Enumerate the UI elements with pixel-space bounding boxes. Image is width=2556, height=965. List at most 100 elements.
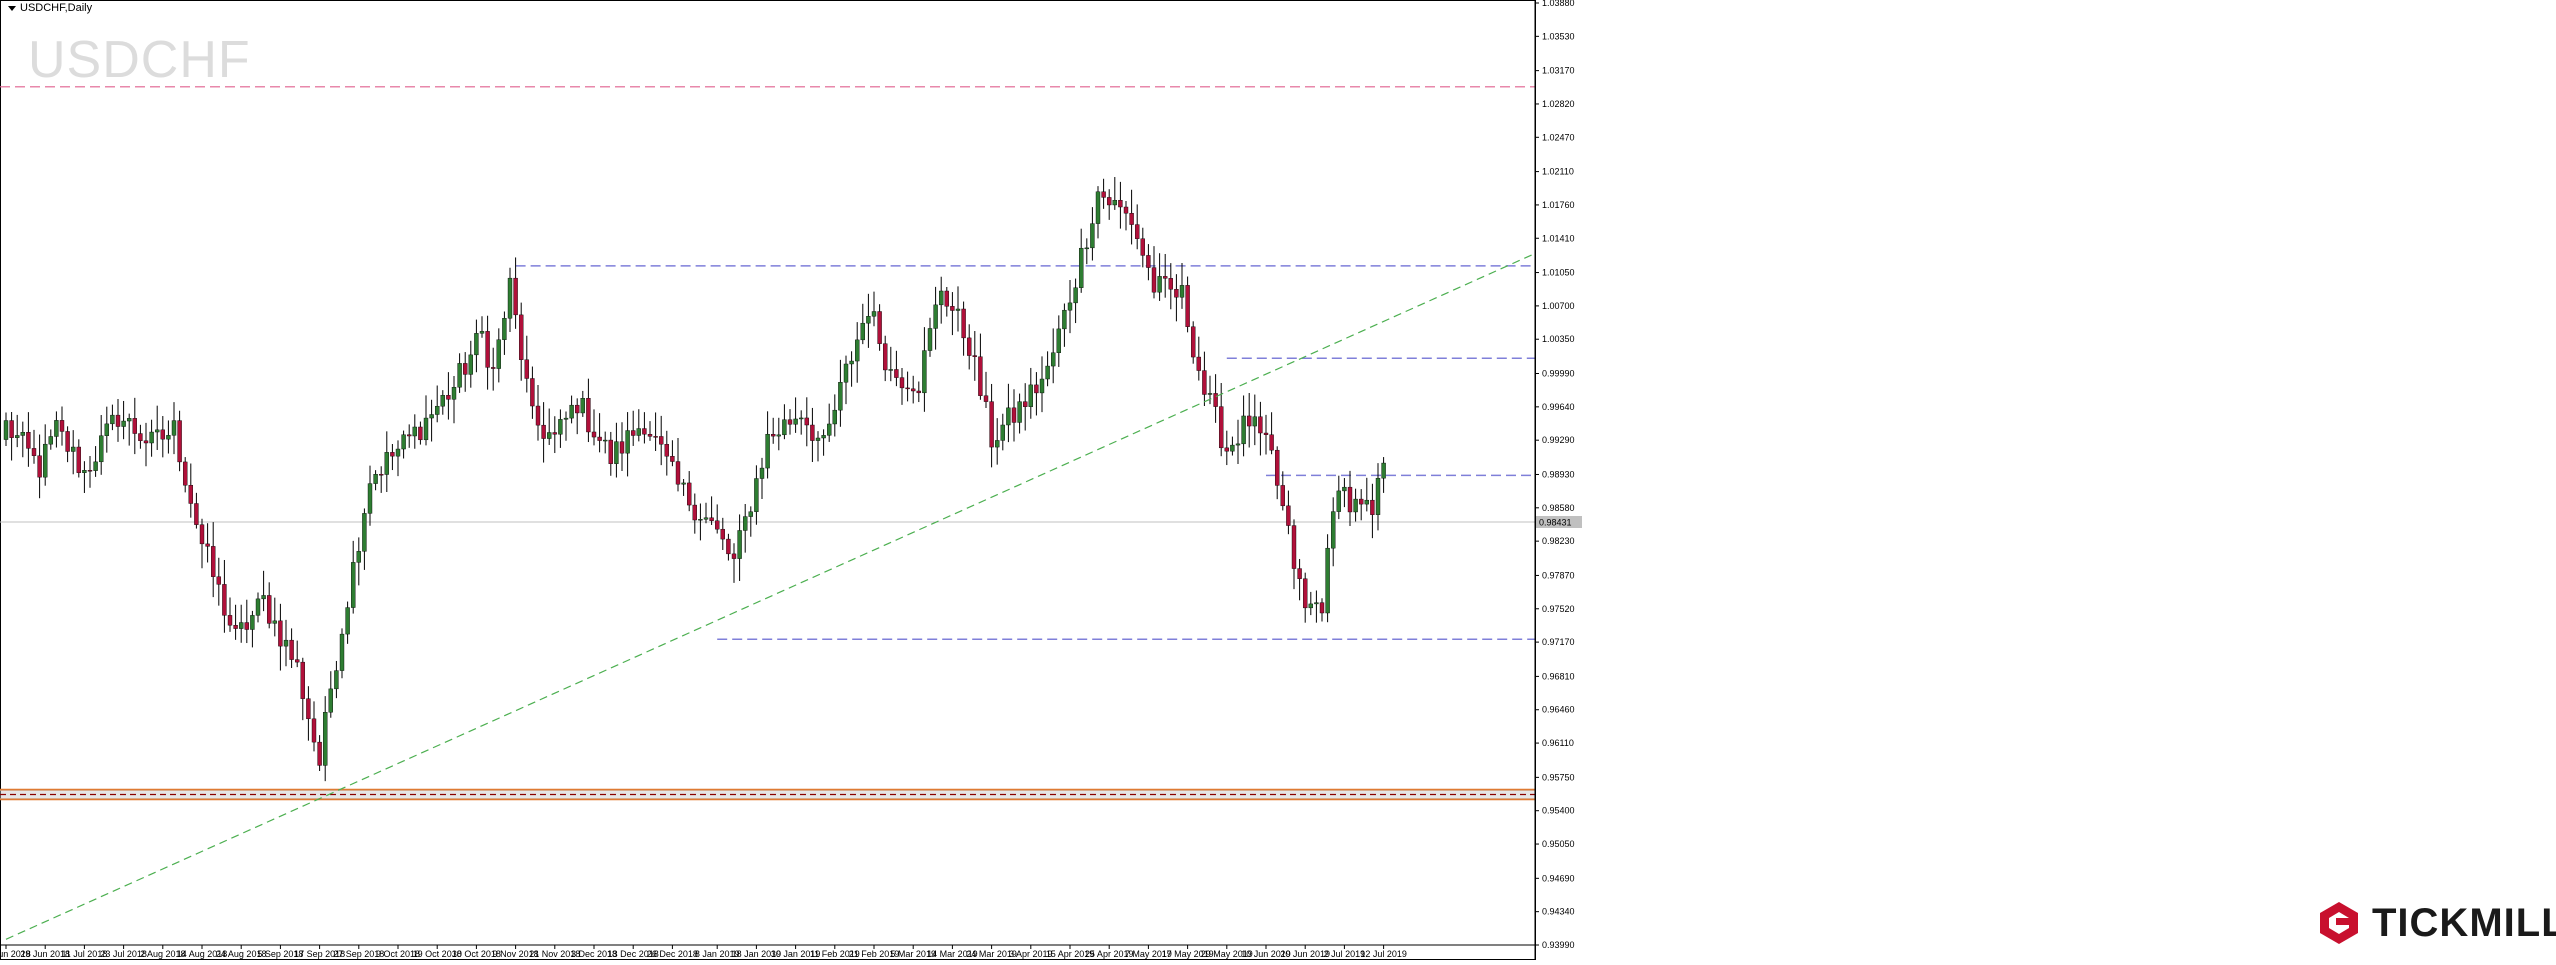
candle-body <box>950 306 955 311</box>
candle-body <box>591 431 597 438</box>
candle-body <box>463 363 468 375</box>
candle-body <box>121 420 126 427</box>
candle-body <box>1028 384 1034 407</box>
candle-body <box>619 441 625 454</box>
candle-body <box>1297 568 1302 579</box>
candle-body <box>238 622 244 629</box>
candle-body <box>614 441 619 464</box>
candle-body <box>927 328 933 351</box>
x-tick-label: 3 Dec 2018 <box>571 949 617 959</box>
candle-body <box>1291 525 1297 569</box>
candle-body <box>126 418 132 422</box>
candle-body <box>1168 278 1174 290</box>
candle-body <box>687 482 692 506</box>
candle-body <box>227 615 233 626</box>
candle-body <box>580 398 585 414</box>
y-tick-label: 1.00350 <box>1542 334 1575 344</box>
candle-body <box>1023 401 1028 407</box>
candle-body <box>782 419 787 436</box>
candle-body <box>737 530 742 559</box>
candle-body <box>1218 406 1224 449</box>
candle-body <box>20 432 25 436</box>
candle-body <box>575 404 580 414</box>
candle-body <box>1381 462 1386 479</box>
x-tick-label: 9 Nov 2018 <box>493 949 539 959</box>
candle-body <box>160 429 166 440</box>
candle-body <box>855 339 860 362</box>
candle-body <box>1078 247 1084 288</box>
candle-body <box>709 517 714 521</box>
candle-body <box>1157 276 1162 293</box>
x-tick-label: 29 Jun 2018 <box>20 949 70 959</box>
candle-body <box>754 478 759 512</box>
candle-body <box>1358 498 1364 505</box>
candle-body <box>726 538 731 555</box>
candle-body <box>429 414 434 419</box>
candle-body <box>530 378 535 407</box>
candle-body <box>586 398 591 433</box>
x-tick-label: 9 Oct 2018 <box>376 949 420 959</box>
chart-header[interactable]: USDCHF,Daily <box>8 2 92 14</box>
candle-body <box>1224 447 1230 452</box>
candle-body <box>989 401 994 448</box>
candle-body <box>1252 416 1258 427</box>
candle-body <box>681 482 686 485</box>
candle-body <box>261 595 266 600</box>
candle-body <box>3 420 9 440</box>
candle-body <box>323 712 328 766</box>
candle-body <box>1308 603 1314 609</box>
candle-body <box>888 369 893 371</box>
tickmill-logo: TICKMILL <box>2316 900 2556 946</box>
candle-body <box>1235 443 1241 446</box>
candle-body <box>871 311 877 317</box>
x-tick-label: 19 Oct 2018 <box>413 949 462 959</box>
y-tick-label: 1.02820 <box>1542 99 1575 109</box>
candle-body <box>182 461 188 486</box>
y-tick-label: 0.96110 <box>1542 738 1574 748</box>
candle-body <box>1269 434 1274 451</box>
candle-body <box>1280 485 1286 507</box>
candle-body <box>496 339 501 369</box>
candle-body <box>1190 326 1196 358</box>
current-price-badge <box>1536 516 1582 529</box>
candle-body <box>345 607 350 635</box>
candle-body <box>1146 255 1151 268</box>
y-tick-label: 0.99990 <box>1542 369 1575 379</box>
candle-body <box>9 420 14 438</box>
candle-body <box>608 439 613 464</box>
x-tick-label: 30 Jan 2019 <box>771 949 821 959</box>
y-tick-label: 0.96810 <box>1542 671 1575 681</box>
candle-body <box>1336 490 1342 512</box>
y-tick-label: 0.98580 <box>1542 503 1575 513</box>
candle-body <box>1207 393 1213 395</box>
candle-body <box>255 598 261 616</box>
candle-body <box>222 584 227 616</box>
candle-body <box>597 436 602 441</box>
y-tick-label: 0.95050 <box>1542 839 1575 849</box>
horizontal-levels <box>0 86 1535 801</box>
candle-body <box>978 356 983 396</box>
candle-body <box>205 543 210 547</box>
y-tick-label: 0.93990 <box>1542 940 1575 950</box>
candle-body <box>1325 547 1330 614</box>
x-tick-label: 18 Jan 2019 <box>732 949 782 959</box>
candle-body <box>401 434 406 450</box>
tickmill-logo-icon <box>2320 902 2358 944</box>
candle-body <box>827 423 832 436</box>
y-tick-label: 0.96460 <box>1542 705 1575 715</box>
candle-body <box>569 404 574 419</box>
candle-body <box>474 333 479 356</box>
candle-body <box>535 405 541 426</box>
candle-body <box>1246 415 1252 427</box>
y-tick-label: 0.97870 <box>1542 570 1575 580</box>
candle-body <box>306 698 311 720</box>
candle-body <box>731 553 737 559</box>
logo-text: TICKMILL <box>2372 900 2556 945</box>
candle-body <box>1162 276 1168 279</box>
dropdown-triangle-icon[interactable] <box>8 5 16 11</box>
candle-body <box>177 420 182 463</box>
y-tick-label: 0.97520 <box>1542 604 1575 614</box>
candle-body <box>379 474 384 476</box>
candle-body <box>983 395 989 402</box>
